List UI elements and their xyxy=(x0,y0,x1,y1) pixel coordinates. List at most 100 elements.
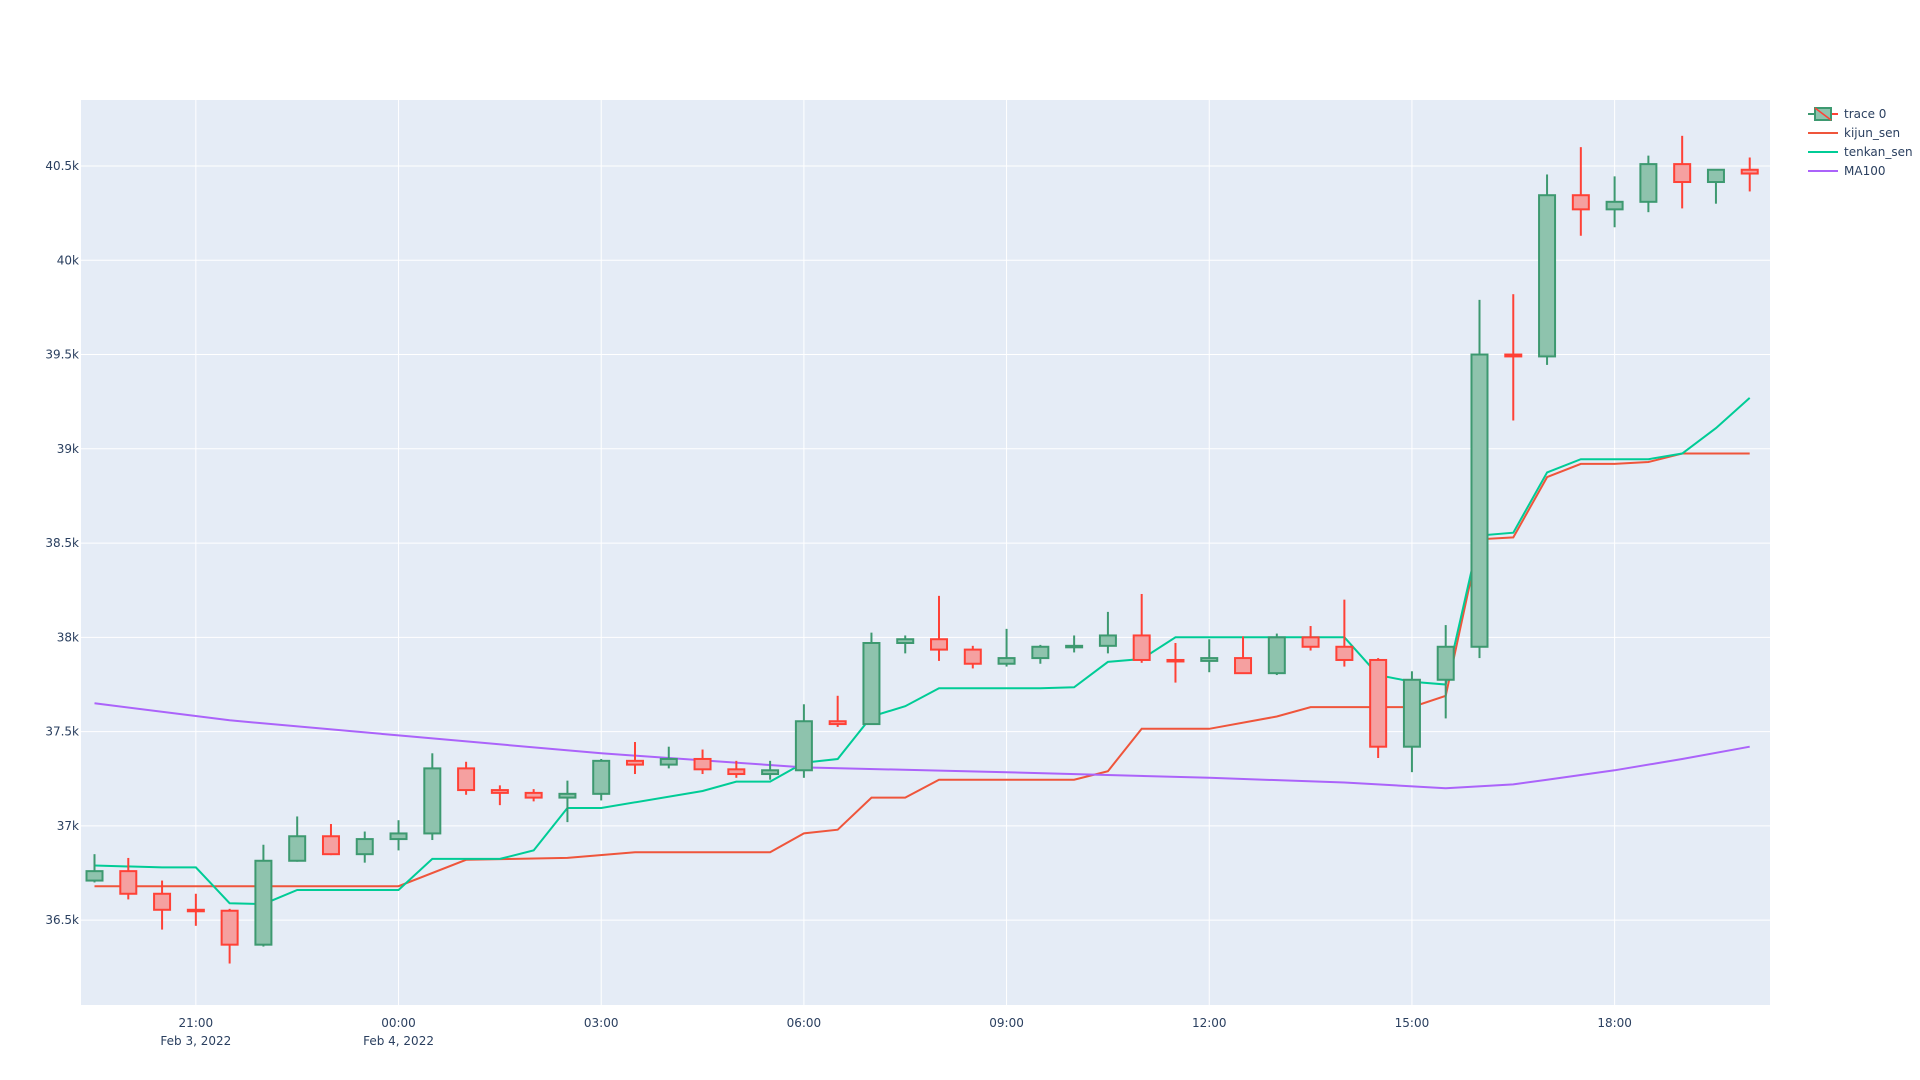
legend-swatch-diagonal xyxy=(1814,107,1832,121)
candle xyxy=(490,785,509,806)
candle xyxy=(659,746,678,769)
candle-body xyxy=(423,767,442,835)
y-axis: 36.5k 37k 37.5k 38k 38.5k 39k 39.5k 40k 40.5k xyxy=(45,159,79,927)
candle-body xyxy=(896,638,915,645)
candle-body xyxy=(85,870,104,882)
candle-body xyxy=(1335,645,1354,661)
legend-item-tenkan-sen[interactable]: tenkan_sen xyxy=(1808,145,1913,159)
y-tick-label: 39k xyxy=(57,442,79,456)
candle-body xyxy=(1200,657,1219,662)
candle xyxy=(524,789,543,802)
candle xyxy=(1301,626,1320,651)
candle xyxy=(997,628,1016,667)
candle-body xyxy=(558,792,577,799)
x-tick-label: 06:00 xyxy=(787,1016,822,1030)
candle xyxy=(1571,147,1590,236)
legend-label: trace 0 xyxy=(1844,107,1886,121)
candle-body xyxy=(220,909,239,946)
x-tick-label: 03:00 xyxy=(584,1016,619,1030)
candle-body xyxy=(1267,636,1286,675)
candle-body xyxy=(1639,163,1658,203)
legend[interactable]: trace 0 kijun_sen tenkan_sen MA100 xyxy=(1808,107,1913,178)
candle-body xyxy=(355,838,374,856)
candle-body xyxy=(1301,636,1320,648)
y-tick-label: 37.5k xyxy=(45,725,79,739)
candle xyxy=(693,749,712,775)
legend-label: kijun_sen xyxy=(1844,126,1900,140)
candle xyxy=(625,741,644,775)
candle xyxy=(963,645,982,669)
legend-item-trace-0[interactable]: trace 0 xyxy=(1808,107,1886,121)
candle xyxy=(288,816,307,862)
candle xyxy=(1335,599,1354,667)
y-tick-label: 39.5k xyxy=(45,348,79,362)
candle-body xyxy=(1098,634,1117,647)
candles xyxy=(85,135,1759,964)
candle xyxy=(592,758,611,801)
candle xyxy=(321,824,340,856)
candle xyxy=(1470,299,1489,659)
x-tick-label: 12:00 xyxy=(1192,1016,1227,1030)
candle-body xyxy=(727,768,746,776)
candle-body xyxy=(153,892,172,911)
candle-body xyxy=(1234,657,1253,675)
y-tick-label: 37k xyxy=(57,819,79,833)
legend-label: MA100 xyxy=(1844,164,1885,178)
candle-body xyxy=(1132,634,1151,661)
candle xyxy=(1605,176,1624,228)
candle-body xyxy=(625,759,644,766)
candle xyxy=(1200,639,1219,673)
candle-body xyxy=(490,789,509,794)
candle xyxy=(1267,633,1286,676)
x-tick-label: 15:00 xyxy=(1395,1016,1430,1030)
candle xyxy=(119,857,138,900)
candle xyxy=(1436,625,1455,719)
candle-body xyxy=(1166,658,1185,663)
candle xyxy=(1369,658,1388,759)
candle xyxy=(1234,636,1253,675)
legend-item-ma100[interactable]: MA100 xyxy=(1808,164,1885,178)
candle-body xyxy=(1706,168,1725,184)
candle xyxy=(389,820,408,851)
legend-label: tenkan_sen xyxy=(1844,145,1913,159)
candle xyxy=(1132,593,1151,663)
candle xyxy=(1639,155,1658,213)
candle xyxy=(1065,635,1084,653)
candle-body xyxy=(1402,678,1421,748)
series-line-ma100 xyxy=(94,702,1750,790)
candle xyxy=(794,704,813,778)
x-axis: 21:00 Feb 3, 2022 00:00 Feb 4, 2022 03:00 06:… xyxy=(160,1016,1631,1048)
plot-background xyxy=(81,100,1770,1005)
x-tick-sublabel: Feb 3, 2022 xyxy=(160,1034,231,1048)
candle xyxy=(1031,644,1050,664)
candle-body xyxy=(389,832,408,841)
candle xyxy=(761,760,780,780)
candle xyxy=(153,880,172,930)
y-tick-label: 38k xyxy=(57,630,79,644)
candle-body xyxy=(288,835,307,862)
candle xyxy=(1402,671,1421,773)
candle-body xyxy=(1065,644,1084,649)
candle-body xyxy=(862,642,881,726)
candle xyxy=(1166,643,1185,683)
candle-body xyxy=(524,791,543,799)
candle-body xyxy=(1538,194,1557,358)
x-tick-label: 18:00 xyxy=(1597,1016,1632,1030)
candle xyxy=(558,780,577,823)
candle xyxy=(1538,174,1557,365)
y-tick-label: 40.5k xyxy=(45,159,79,173)
candle xyxy=(1673,135,1692,209)
series-line-kijun-sen xyxy=(94,452,1750,888)
candle xyxy=(1504,294,1523,421)
candle xyxy=(727,760,746,778)
candle xyxy=(862,632,881,726)
candle xyxy=(828,695,847,727)
candle-body xyxy=(828,720,847,726)
candle-body xyxy=(794,720,813,772)
candle-body xyxy=(119,870,138,895)
y-tick-label: 40k xyxy=(57,253,79,267)
candle-body xyxy=(592,759,611,795)
legend-item-kijun-sen[interactable]: kijun_sen xyxy=(1808,126,1900,140)
candle-body xyxy=(1470,353,1489,648)
